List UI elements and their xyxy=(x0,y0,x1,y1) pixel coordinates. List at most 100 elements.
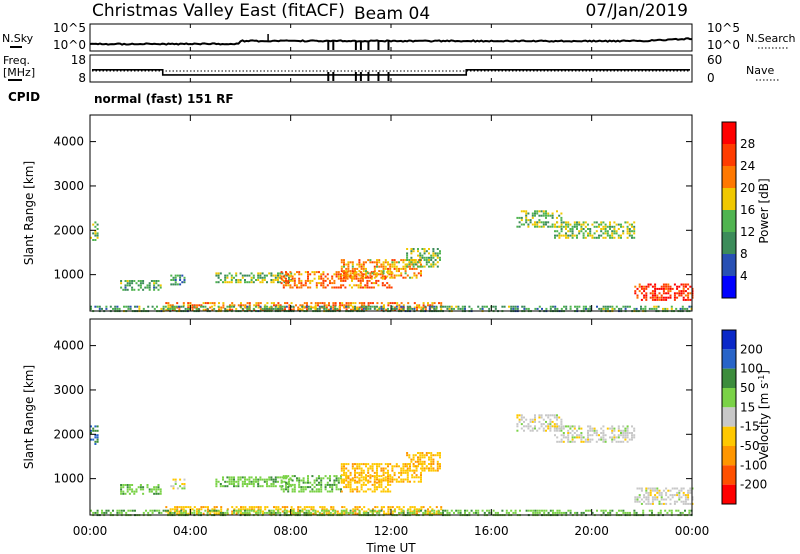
power-cell xyxy=(582,232,585,235)
velocity-cell xyxy=(279,511,282,514)
power-cell xyxy=(359,284,362,287)
velocity-cell xyxy=(680,496,683,499)
power-cell xyxy=(184,307,187,310)
velocity-cell xyxy=(329,511,332,514)
velocity-cell xyxy=(494,511,497,514)
power-cell xyxy=(159,284,162,287)
power-cell xyxy=(340,274,343,277)
velocity-cell xyxy=(329,483,331,486)
power-cell xyxy=(343,274,345,277)
velocity-cell xyxy=(508,511,510,514)
power-cell xyxy=(358,270,361,273)
power-cell xyxy=(288,276,290,279)
power-cell xyxy=(395,307,398,310)
power-cell xyxy=(307,273,309,276)
power-cell xyxy=(387,307,389,310)
velocity-cell xyxy=(358,463,361,466)
velocity-cell xyxy=(664,509,667,512)
velocity-cell xyxy=(290,512,293,515)
velocity-cell xyxy=(323,509,326,512)
velocity-cell xyxy=(402,478,405,481)
power-cell xyxy=(667,287,670,290)
power-cell xyxy=(640,287,643,290)
velocity-cell xyxy=(412,465,415,468)
power-cell xyxy=(347,305,350,308)
velocity-cell xyxy=(231,506,234,509)
power-cell xyxy=(510,307,513,310)
velocity-cell xyxy=(423,463,426,465)
power-cell xyxy=(525,212,528,215)
velocity-cell xyxy=(602,436,605,439)
velocity-cell xyxy=(363,510,366,513)
velocity-cell xyxy=(237,509,240,512)
power-cell xyxy=(654,296,657,299)
power-cell xyxy=(162,307,165,310)
velocity-cell xyxy=(287,490,290,493)
power-cell xyxy=(649,296,652,299)
velocity-cell xyxy=(382,479,385,482)
power-cell xyxy=(305,305,308,308)
power-cell xyxy=(298,279,301,282)
velocity-cell xyxy=(609,427,611,430)
power-cell xyxy=(551,216,554,219)
velocity-cell xyxy=(459,509,462,512)
velocity-cell xyxy=(481,509,484,512)
power-cell xyxy=(347,267,350,270)
velocity-cell xyxy=(329,486,331,489)
power-cell xyxy=(137,284,140,287)
power-cell xyxy=(536,225,539,228)
velocity-cell xyxy=(574,511,576,514)
power-cell xyxy=(329,307,332,310)
power-cell xyxy=(362,261,365,264)
velocity-cell xyxy=(263,478,266,481)
power-cell xyxy=(562,221,565,224)
velocity-cell xyxy=(516,429,519,432)
velocity-cell xyxy=(291,479,294,482)
power-cell xyxy=(196,306,198,309)
velocity-colorbar-segment xyxy=(722,446,736,466)
velocity-cell xyxy=(549,414,552,417)
velocity-cell xyxy=(556,423,558,426)
velocity-cell xyxy=(431,512,434,515)
power-cell xyxy=(142,288,145,291)
velocity-cell xyxy=(174,510,176,513)
power-cell xyxy=(587,232,589,235)
power-cell xyxy=(406,274,409,277)
velocity-cell xyxy=(145,509,147,512)
velocity-cell xyxy=(589,434,592,437)
velocity-cell xyxy=(231,510,234,513)
power-cell xyxy=(459,307,462,310)
power-cell xyxy=(624,307,627,310)
velocity-cell xyxy=(380,469,383,472)
power-cell xyxy=(408,263,411,266)
velocity-cell xyxy=(246,509,249,512)
velocity-cell xyxy=(311,483,314,486)
velocity-cell xyxy=(645,496,648,499)
velocity-cell xyxy=(571,436,574,439)
power-cell xyxy=(620,234,622,237)
velocity-cell xyxy=(193,506,196,509)
velocity-cell xyxy=(430,458,433,461)
power-cell xyxy=(419,261,422,264)
velocity-cell xyxy=(291,490,294,493)
power-cell xyxy=(406,254,409,257)
power-cell xyxy=(369,302,372,305)
velocity-cell xyxy=(376,481,378,484)
power-cell xyxy=(551,223,554,226)
power-cell xyxy=(613,221,616,224)
velocity-cell xyxy=(259,509,262,512)
power-cell xyxy=(378,306,381,309)
power-cell xyxy=(384,276,387,279)
power-cell xyxy=(571,232,574,235)
power-cell xyxy=(222,304,225,307)
power-cell xyxy=(376,308,379,311)
velocity-cell xyxy=(651,498,654,501)
power-cell xyxy=(556,234,559,237)
velocity-cell xyxy=(200,506,203,509)
velocity-cell xyxy=(617,429,620,432)
velocity-cell xyxy=(689,489,692,492)
power-cell xyxy=(257,276,260,279)
velocity-cell xyxy=(240,512,242,515)
power-cell xyxy=(285,274,288,277)
velocity-cell xyxy=(262,510,264,513)
